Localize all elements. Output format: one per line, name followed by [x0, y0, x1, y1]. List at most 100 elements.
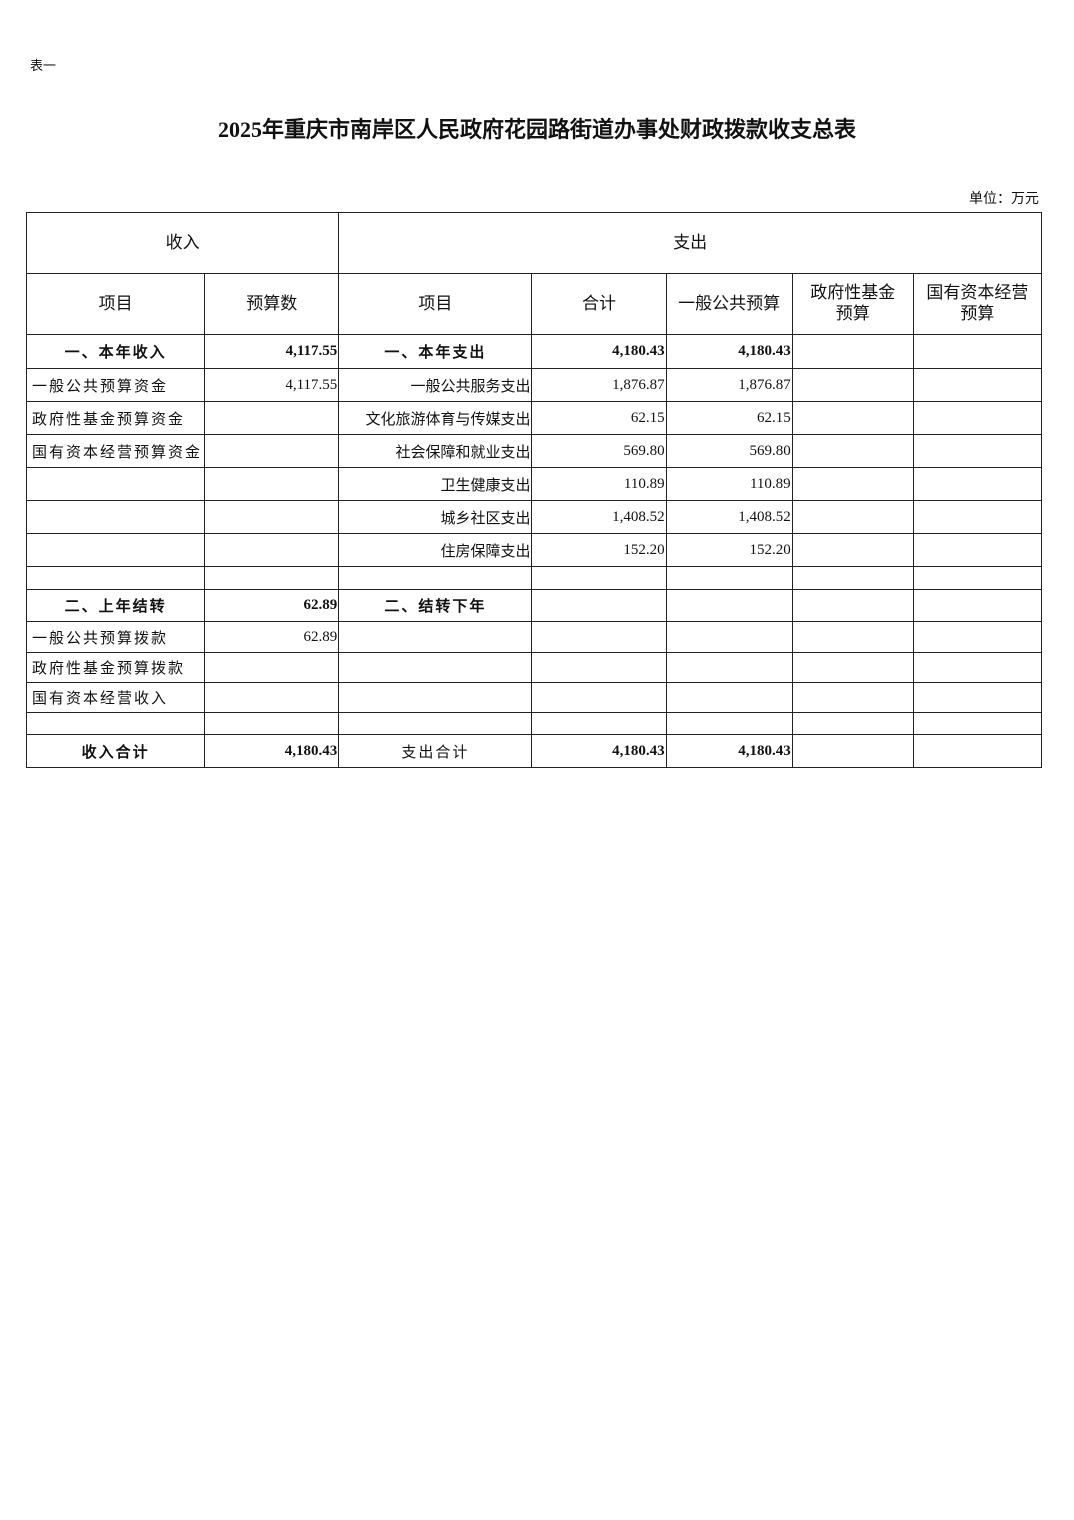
- value-cell: [791, 734, 914, 768]
- value-cell: [531, 682, 667, 713]
- value-cell: [791, 566, 914, 590]
- column-header: 预算数: [204, 273, 340, 335]
- unit-label: 单位：万元: [969, 191, 1039, 207]
- value-cell: [204, 682, 340, 713]
- item-cell: 二、上年结转: [25, 589, 206, 622]
- value-cell: [791, 401, 914, 435]
- value-cell: [791, 533, 914, 567]
- item-cell: 一般公共预算拨款: [25, 621, 206, 653]
- value-cell: [204, 712, 340, 735]
- income-header: 收入: [25, 212, 340, 274]
- value-cell: [204, 566, 340, 590]
- value-cell: [791, 500, 914, 534]
- table-row: 二、上年结转 62.89 二、结转下年: [25, 589, 1043, 622]
- value-cell: [204, 401, 340, 435]
- item-cell: 国有资本经营预算资金: [25, 434, 206, 468]
- value-cell: [665, 682, 793, 713]
- value-cell: [912, 334, 1043, 369]
- value-cell: [204, 500, 340, 534]
- table-row: 一般公共预算资金 4,117.55 一般公共服务支出 1,876.87 1,876.87: [25, 368, 1043, 402]
- value-cell: [204, 533, 340, 567]
- column-header: 合计: [531, 273, 667, 335]
- value-cell: [531, 566, 667, 590]
- value-cell: [791, 621, 914, 653]
- value-cell: 4,180.43: [665, 734, 793, 768]
- value-cell: [912, 467, 1043, 501]
- item-cell: 一、本年收入: [25, 334, 206, 369]
- value-cell: 110.89: [531, 467, 667, 501]
- value-cell: 1,876.87: [665, 368, 793, 402]
- value-cell: [912, 712, 1043, 735]
- table-row: 一、本年收入 4,117.55 一、本年支出 4,180.43 4,180.43: [25, 334, 1043, 369]
- value-cell: [791, 467, 914, 501]
- value-cell: [665, 712, 793, 735]
- item-cell: 一、本年支出: [338, 334, 533, 369]
- item-cell: 一般公共服务支出: [338, 368, 533, 402]
- table-row: [25, 566, 1043, 590]
- value-cell: [665, 589, 793, 622]
- item-cell: [25, 467, 206, 501]
- value-cell: [531, 589, 667, 622]
- value-cell: 62.15: [531, 401, 667, 435]
- value-cell: [912, 589, 1043, 622]
- value-cell: 62.89: [204, 589, 340, 622]
- item-cell: 二、结转下年: [338, 589, 533, 622]
- value-cell: 4,117.55: [204, 334, 340, 369]
- value-cell: 4,180.43: [665, 334, 793, 369]
- table-row: 国有资本经营收入: [25, 682, 1043, 713]
- value-cell: [531, 712, 667, 735]
- expense-header: 支出: [338, 212, 1042, 274]
- value-cell: 62.89: [204, 621, 340, 653]
- value-cell: [912, 401, 1043, 435]
- item-cell: [25, 500, 206, 534]
- item-cell: 一般公共预算资金: [25, 368, 206, 402]
- value-cell: 110.89: [665, 467, 793, 501]
- value-cell: 569.80: [665, 434, 793, 468]
- table-row: 政府性基金预算资金 文化旅游体育与传媒支出 62.15 62.15: [25, 401, 1043, 435]
- value-cell: 1,408.52: [665, 500, 793, 534]
- item-cell: 政府性基金预算拨款: [25, 652, 206, 683]
- table-row: 住房保障支出 152.20 152.20: [25, 533, 1043, 567]
- value-cell: [531, 621, 667, 653]
- item-cell: [25, 533, 206, 567]
- value-cell: [665, 652, 793, 683]
- item-cell: 城乡社区支出: [338, 500, 533, 534]
- value-cell: [204, 434, 340, 468]
- value-cell: [912, 533, 1043, 567]
- item-cell: 社会保障和就业支出: [338, 434, 533, 468]
- item-cell: [25, 566, 206, 590]
- value-cell: 4,180.43: [204, 734, 340, 768]
- value-cell: [912, 734, 1043, 768]
- item-cell: 国有资本经营收入: [25, 682, 206, 713]
- item-cell: [338, 712, 533, 735]
- value-cell: [204, 467, 340, 501]
- item-cell: 卫生健康支出: [338, 467, 533, 501]
- value-cell: [912, 566, 1043, 590]
- table-row: 收入合计 4,180.43 支出合计 4,180.43 4,180.43: [25, 734, 1043, 768]
- value-cell: [912, 652, 1043, 683]
- item-cell: [338, 566, 533, 590]
- item-cell: 政府性基金预算资金: [25, 401, 206, 435]
- value-cell: [912, 434, 1043, 468]
- value-cell: [204, 652, 340, 683]
- item-cell: [338, 652, 533, 683]
- column-header: 政府性基金 预算: [791, 273, 914, 335]
- budget-table: 收入 支出 项目 预算数 项目 合计 一般公共预算 政府性基金 预算 国有资本经营 预算 一、本…: [25, 212, 1043, 768]
- value-cell: [912, 368, 1043, 402]
- value-cell: 152.20: [531, 533, 667, 567]
- value-cell: 4,180.43: [531, 734, 667, 768]
- value-cell: [791, 334, 914, 369]
- table-row: 城乡社区支出 1,408.52 1,408.52: [25, 500, 1043, 534]
- value-cell: [912, 500, 1043, 534]
- item-cell: 文化旅游体育与传媒支出: [338, 401, 533, 435]
- item-cell: [25, 712, 206, 735]
- value-cell: 62.15: [665, 401, 793, 435]
- value-cell: [665, 621, 793, 653]
- item-cell: 住房保障支出: [338, 533, 533, 567]
- item-cell: 收入合计: [25, 734, 206, 768]
- table-row: 国有资本经营预算资金 社会保障和就业支出 569.80 569.80: [25, 434, 1043, 468]
- table-row: 卫生健康支出 110.89 110.89: [25, 467, 1043, 501]
- value-cell: [531, 652, 667, 683]
- value-cell: [791, 712, 914, 735]
- item-cell: [338, 682, 533, 713]
